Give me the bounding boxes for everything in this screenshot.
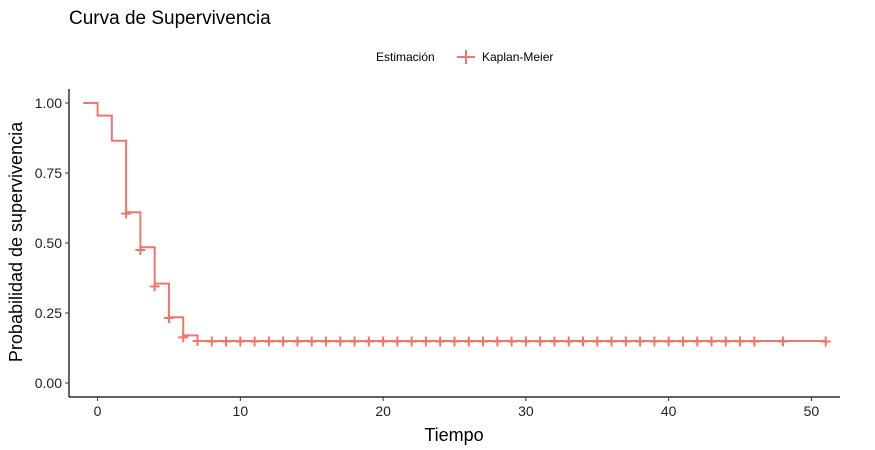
censor-mark [378,336,389,347]
y-tick-label: 0.00 [35,375,62,391]
censor-mark [578,336,588,347]
censor-mark [263,336,274,347]
censor-mark [720,336,731,347]
censor-mark [306,336,317,347]
censor-mark [620,336,631,347]
censor-mark [449,336,460,347]
censor-mark [121,208,132,219]
censor-mark [478,336,489,347]
censor-mark [677,336,688,347]
censor-mark [777,336,788,347]
censor-mark [520,336,531,347]
x-tick-label: 10 [233,403,249,419]
censor-mark [649,336,660,347]
censor-mark [163,313,174,324]
chart-title: Curva de Supervivencia [69,8,271,29]
legend: Estimación Kaplan-Meier [376,50,553,64]
censor-mark [235,336,246,347]
censor-mark [221,336,232,347]
censor-mark [249,336,260,347]
censor-mark [463,336,474,347]
censor-mark [606,336,617,347]
y-tick-label: 0.25 [35,305,62,321]
y-tick-label: 0.50 [35,235,62,251]
censor-mark [178,332,189,343]
y-tick-label: 1.00 [35,95,62,111]
kaplan-meier-step-line [83,102,826,342]
censor-mark [321,336,331,347]
x-tick-label: 20 [375,403,391,419]
censor-mark [535,336,546,347]
censor-mark [420,336,431,347]
censor-mark [592,336,603,347]
x-tick-label: 50 [804,403,820,419]
censor-mark [635,336,646,347]
censor-mark [492,336,503,347]
censor-mark [363,336,374,347]
x-tick-label: 40 [661,403,677,419]
censor-mark [292,336,303,347]
plot-area [83,102,831,347]
censor-mark [749,336,760,347]
censor-mark [206,336,217,347]
x-tick-label: 0 [94,403,102,419]
censor-mark [735,336,746,347]
censor-mark [692,336,703,347]
censor-mark [349,336,360,347]
censor-mark [706,336,717,347]
y-tick-label: 0.75 [35,165,62,181]
censor-mark [392,336,403,347]
censor-mark [335,336,346,347]
censor-mark [549,336,560,347]
censor-mark [278,336,289,347]
y-axis-label: Probabilidad de supervivencia [6,121,26,362]
censor-mark [135,245,146,255]
censor-mark [563,336,574,347]
x-axis-label: Tiempo [424,425,483,445]
censor-mark [406,336,417,347]
axes: 0.00 0.25 0.50 0.75 1.00 0 10 20 30 40 50 [35,89,840,419]
censor-mark [149,281,160,292]
censor-mark [192,336,203,346]
legend-title: Estimación [376,50,435,64]
x-tick-label: 30 [518,403,534,419]
censor-mark [435,336,446,347]
censor-mark [506,336,517,347]
censor-mark [663,336,674,347]
censor-mark [820,336,831,347]
legend-entry-kaplan-meier: Kaplan-Meier [482,50,553,64]
